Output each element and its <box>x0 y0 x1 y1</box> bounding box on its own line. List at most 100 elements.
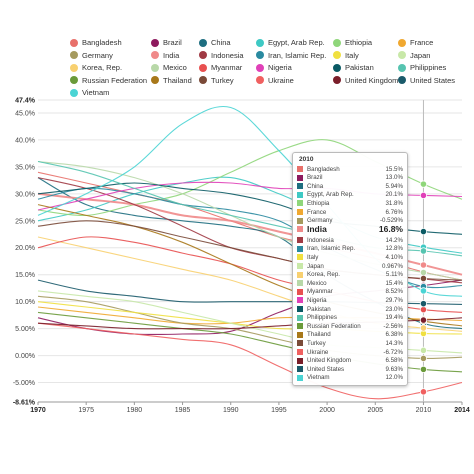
legend-item-china[interactable]: China <box>199 38 231 47</box>
data-point-mexico[interactable] <box>419 268 428 277</box>
legend-item-united-states[interactable]: United States <box>398 76 455 85</box>
tooltip-swatch <box>297 349 303 355</box>
legend-swatch <box>199 51 207 59</box>
legend-swatch <box>256 38 264 47</box>
tooltip-row-nigeria: Nigeria 29.7% <box>297 296 403 304</box>
y-tick-label: 10.0% <box>15 299 35 306</box>
tooltip-value: 19.4% <box>385 314 403 322</box>
legend-item-brazil[interactable]: Brazil <box>151 38 182 47</box>
tooltip-row-germany: Germany -0.529% <box>297 217 403 225</box>
tooltip-swatch <box>297 357 303 364</box>
legend-item-india[interactable]: India <box>151 51 179 60</box>
legend-item-mexico[interactable]: Mexico <box>151 63 187 72</box>
tooltip-value: -6.72% <box>383 348 403 356</box>
legend-item-pakistan[interactable]: Pakistan <box>333 63 374 72</box>
tooltip-country: China <box>307 182 324 190</box>
data-point-turkey[interactable] <box>419 274 428 283</box>
legend-label: China <box>211 38 231 47</box>
legend-label: Myanmar <box>211 63 243 72</box>
series-line-ukraine[interactable] <box>37 322 463 400</box>
tooltip-country: Italy <box>307 253 319 261</box>
legend-swatch <box>199 76 207 84</box>
tooltip-swatch <box>297 366 303 373</box>
y-tick-label: -8.61% <box>13 400 36 407</box>
tooltip-swatch <box>297 226 303 233</box>
tooltip-country: United States <box>307 365 345 373</box>
legend-item-turkey[interactable]: Turkey <box>199 76 234 85</box>
legend-swatch <box>70 63 78 72</box>
tooltip-row-mexico: Mexico 15.4% <box>297 279 403 287</box>
tooltip-value: -2.56% <box>383 322 403 330</box>
legend-item-germany[interactable]: Germany <box>70 51 113 60</box>
legend-label: United Kingdom <box>345 75 399 85</box>
legend-item-italy[interactable]: Italy <box>333 51 359 60</box>
data-point-myanmar[interactable] <box>419 306 428 314</box>
data-point-nigeria[interactable] <box>419 191 428 200</box>
legend-item-ukraine[interactable]: Ukraine <box>256 76 294 85</box>
data-point-japan[interactable] <box>419 346 428 354</box>
tooltip-value: 8.52% <box>385 288 403 296</box>
legend-swatch <box>199 63 207 72</box>
legend-item-egypt-arab-rep[interactable]: Egypt, Arab Rep. <box>256 38 325 47</box>
data-point-india[interactable] <box>419 261 428 269</box>
tooltip-country: Korea, Rep. <box>307 271 341 279</box>
tooltip-swatch <box>297 174 303 181</box>
legend-label: Brazil <box>163 38 182 47</box>
legend-item-korea-rep[interactable]: Korea, Rep. <box>70 63 122 72</box>
legend-item-japan[interactable]: Japan <box>398 51 430 60</box>
legend-item-philippines[interactable]: Philippines <box>398 63 446 72</box>
tooltip-row-thailand: Thailand 6.38% <box>297 331 403 339</box>
legend-label: Nigeria <box>268 63 292 72</box>
legend-label: Egypt, Arab Rep. <box>268 38 325 47</box>
legend-item-vietnam[interactable]: Vietnam <box>70 88 109 97</box>
data-point-ethiopia[interactable] <box>419 180 428 188</box>
legend-item-united-kingdom[interactable]: United Kingdom <box>333 76 398 85</box>
tooltip-row-myanmar: Myanmar 8.52% <box>297 288 403 296</box>
legend-label: Turkey <box>211 75 234 85</box>
data-point-russian-federation[interactable] <box>419 365 428 373</box>
legend-item-indonesia[interactable]: Indonesia <box>199 51 244 60</box>
tooltip-value: 15.5% <box>385 165 403 173</box>
legend-swatch <box>151 76 159 84</box>
legend-item-bangladesh[interactable]: Bangladesh <box>70 38 122 47</box>
legend-swatch <box>333 38 341 47</box>
data-point-philippines[interactable] <box>419 247 428 255</box>
legend-label: Bangladesh <box>82 38 122 47</box>
tooltip-swatch <box>297 306 303 312</box>
tooltip-country: Russian Federation <box>307 322 361 330</box>
legend-item-thailand[interactable]: Thailand <box>151 76 192 85</box>
legend-swatch <box>151 63 159 72</box>
legend-item-iran-islamic-rep[interactable]: Iran, Islamic Rep. <box>256 51 326 60</box>
legend-item-nigeria[interactable]: Nigeria <box>256 63 292 72</box>
tooltip-value: 14.3% <box>385 339 403 347</box>
tooltip-row-russian-federation: Russian Federation -2.56% <box>297 322 403 330</box>
legend-label: Ethiopia <box>345 38 373 47</box>
data-point-united-kingdom[interactable] <box>419 316 428 324</box>
data-point-vietnam[interactable] <box>419 287 428 295</box>
tooltip-country: Germany <box>307 217 333 225</box>
legend-item-france[interactable]: France <box>398 38 433 47</box>
tooltip-row-ethiopia: Ethiopia 31.8% <box>297 199 403 207</box>
data-point-pakistan[interactable] <box>419 227 428 236</box>
data-point-korea-rep[interactable] <box>419 324 428 332</box>
legend-swatch <box>70 38 78 47</box>
legend-label: Indonesia <box>211 50 244 60</box>
legend-item-russian-federation[interactable]: Russian Federation <box>70 76 147 85</box>
tooltip-value: 9.63% <box>385 365 403 373</box>
tooltip-swatch <box>297 183 303 190</box>
x-tick-label: 1985 <box>175 407 191 414</box>
y-tick-label: 25.0% <box>15 218 35 225</box>
tooltip-row-united-states: United States 9.63% <box>297 365 403 373</box>
data-point-ukraine[interactable] <box>419 388 428 396</box>
legend-item-myanmar[interactable]: Myanmar <box>199 63 242 72</box>
legend-item-ethiopia[interactable]: Ethiopia <box>333 38 372 47</box>
tooltip-swatch <box>297 314 303 321</box>
tooltip-value: 6.76% <box>385 208 403 216</box>
tooltip-swatch <box>297 280 303 287</box>
data-point-united-states[interactable] <box>419 300 428 308</box>
data-point-germany[interactable] <box>419 354 428 363</box>
tooltip-country: Japan <box>307 262 324 270</box>
legend-label: Mexico <box>163 63 187 72</box>
legend-swatch <box>398 38 406 47</box>
legend-swatch <box>151 38 159 47</box>
